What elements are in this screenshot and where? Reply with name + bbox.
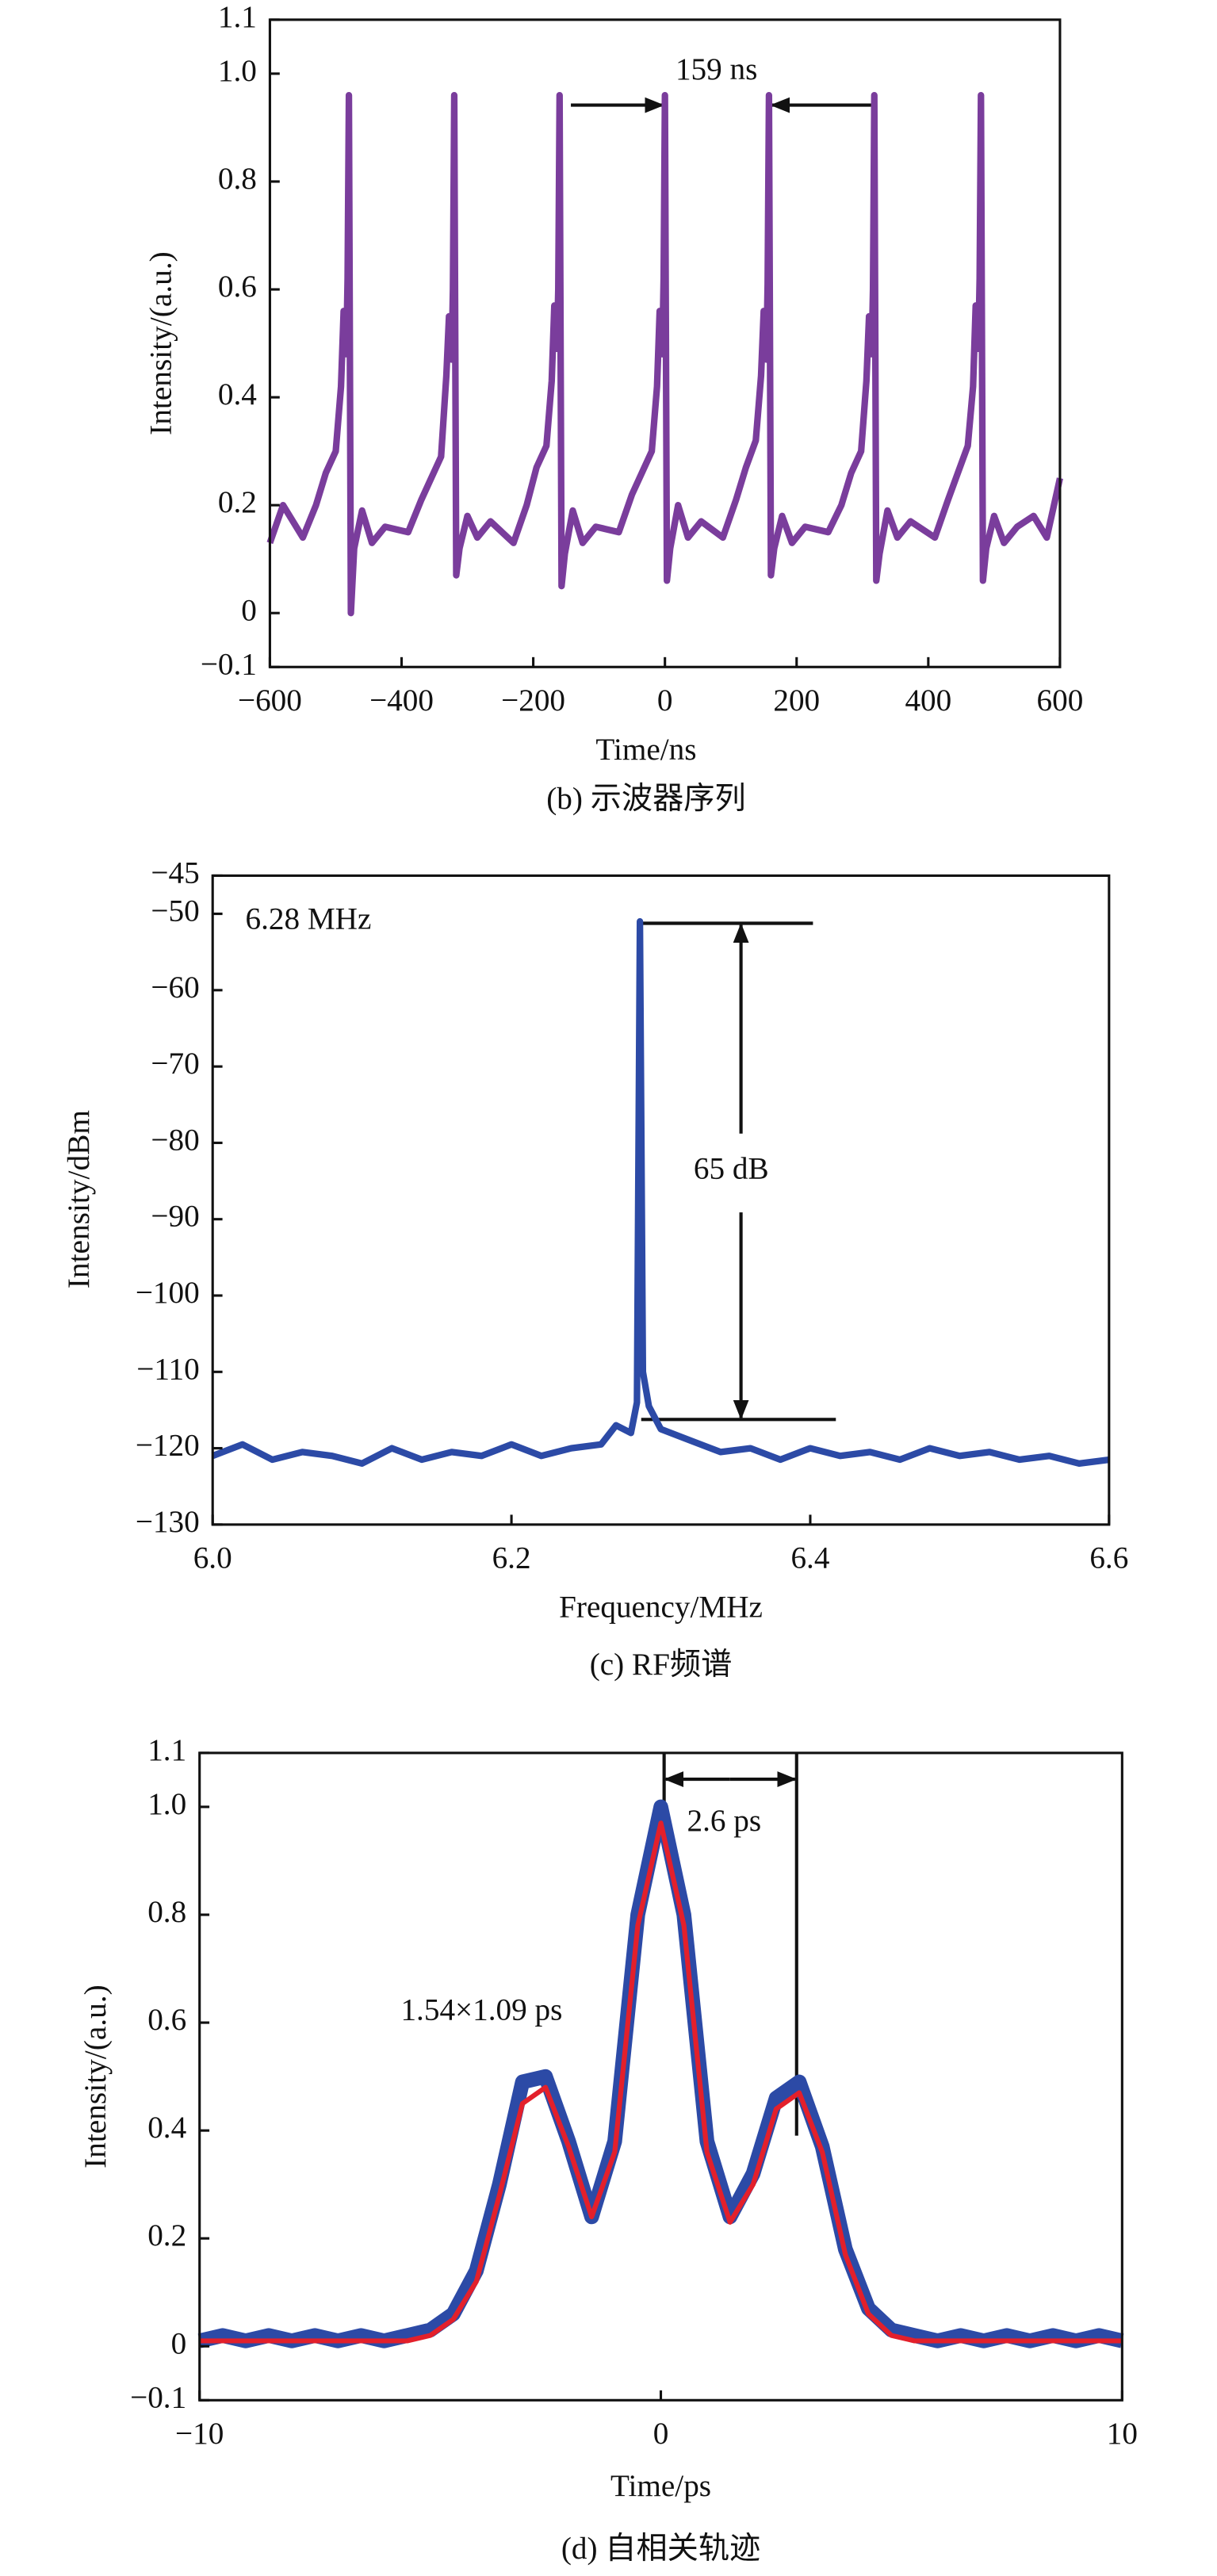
y-tick-label: −50 xyxy=(151,894,199,928)
x-tick-label: 0 xyxy=(657,683,673,718)
caption: (d) 自相关轨迹 xyxy=(561,2531,760,2566)
x-tick-label: 600 xyxy=(1037,683,1084,718)
y-tick-label: −110 xyxy=(136,1352,199,1386)
series-line xyxy=(211,918,1110,1467)
annotation: 65 dB xyxy=(694,1151,769,1185)
y-tick-label: 0.8 xyxy=(147,1895,186,1929)
y-tick-label: 1.1 xyxy=(147,1733,186,1767)
y-tick-label: −90 xyxy=(151,1200,199,1234)
x-tick-label: 10 xyxy=(1107,2417,1138,2451)
plot-frame xyxy=(211,874,1111,1526)
x-tick-label: 400 xyxy=(905,683,951,718)
y-tick-label: −0.1 xyxy=(201,647,257,681)
y-tick-label: 1.0 xyxy=(147,1787,186,1821)
y-tick-label: −130 xyxy=(136,1505,200,1539)
x-tick-label: 6.6 xyxy=(1089,1541,1128,1575)
series-line xyxy=(266,91,1063,617)
y-tick-label: 1.1 xyxy=(218,0,257,34)
y-tick-label: 0.6 xyxy=(147,2003,186,2037)
series-line xyxy=(197,1799,1124,2348)
y-tick-label: −45 xyxy=(151,855,199,890)
x-tick-label: 6.4 xyxy=(790,1541,829,1575)
annotation: 159 ns xyxy=(675,52,757,86)
y-tick-label: −0.1 xyxy=(130,2380,186,2414)
y-tick-label: 0.2 xyxy=(147,2218,186,2253)
annotation: 6.28 MHz xyxy=(245,901,371,936)
annotation: 1.54×1.09 ps xyxy=(400,1992,562,2027)
y-tick-label: −60 xyxy=(151,970,199,1005)
x-axis-label: Frequency/MHz xyxy=(559,1590,763,1625)
y-axis-label: Intensity/(a.u.) xyxy=(78,1985,113,2168)
y-tick-label: −70 xyxy=(151,1047,199,1081)
series-line xyxy=(199,1820,1123,2344)
caption: (c) RF频谱 xyxy=(590,1648,733,1682)
plot-frame xyxy=(198,1751,1123,2402)
y-tick-label: 1.0 xyxy=(218,54,257,88)
annotation: 2.6 ps xyxy=(687,1804,762,1838)
x-tick-label: −200 xyxy=(501,683,565,718)
x-tick-label: −10 xyxy=(175,2417,224,2451)
x-tick-label: 200 xyxy=(773,683,820,718)
x-tick-label: 6.2 xyxy=(492,1541,531,1575)
y-tick-label: 0 xyxy=(241,593,257,627)
y-axis-label: Intensity/(a.u.) xyxy=(144,251,178,435)
y-tick-label: 0.6 xyxy=(218,270,257,304)
caption: (b) 示波器序列 xyxy=(546,782,745,816)
y-tick-label: 0.4 xyxy=(147,2111,186,2145)
x-tick-label: 0 xyxy=(653,2417,669,2451)
y-axis-label: Intensity/dBm xyxy=(62,1110,96,1288)
x-tick-label: −600 xyxy=(238,683,302,718)
y-tick-label: 0 xyxy=(171,2326,187,2360)
y-tick-label: −100 xyxy=(136,1276,200,1310)
x-axis-label: Time/ns xyxy=(595,733,696,767)
y-tick-label: 0.8 xyxy=(218,162,257,196)
y-tick-label: 0.2 xyxy=(218,485,257,519)
x-tick-label: −400 xyxy=(369,683,434,718)
x-tick-label: 6.0 xyxy=(193,1541,232,1575)
y-tick-label: −120 xyxy=(136,1429,200,1463)
x-axis-label: Time/ps xyxy=(610,2469,711,2503)
y-tick-label: 0.4 xyxy=(218,377,257,411)
y-tick-label: −80 xyxy=(151,1123,199,1157)
